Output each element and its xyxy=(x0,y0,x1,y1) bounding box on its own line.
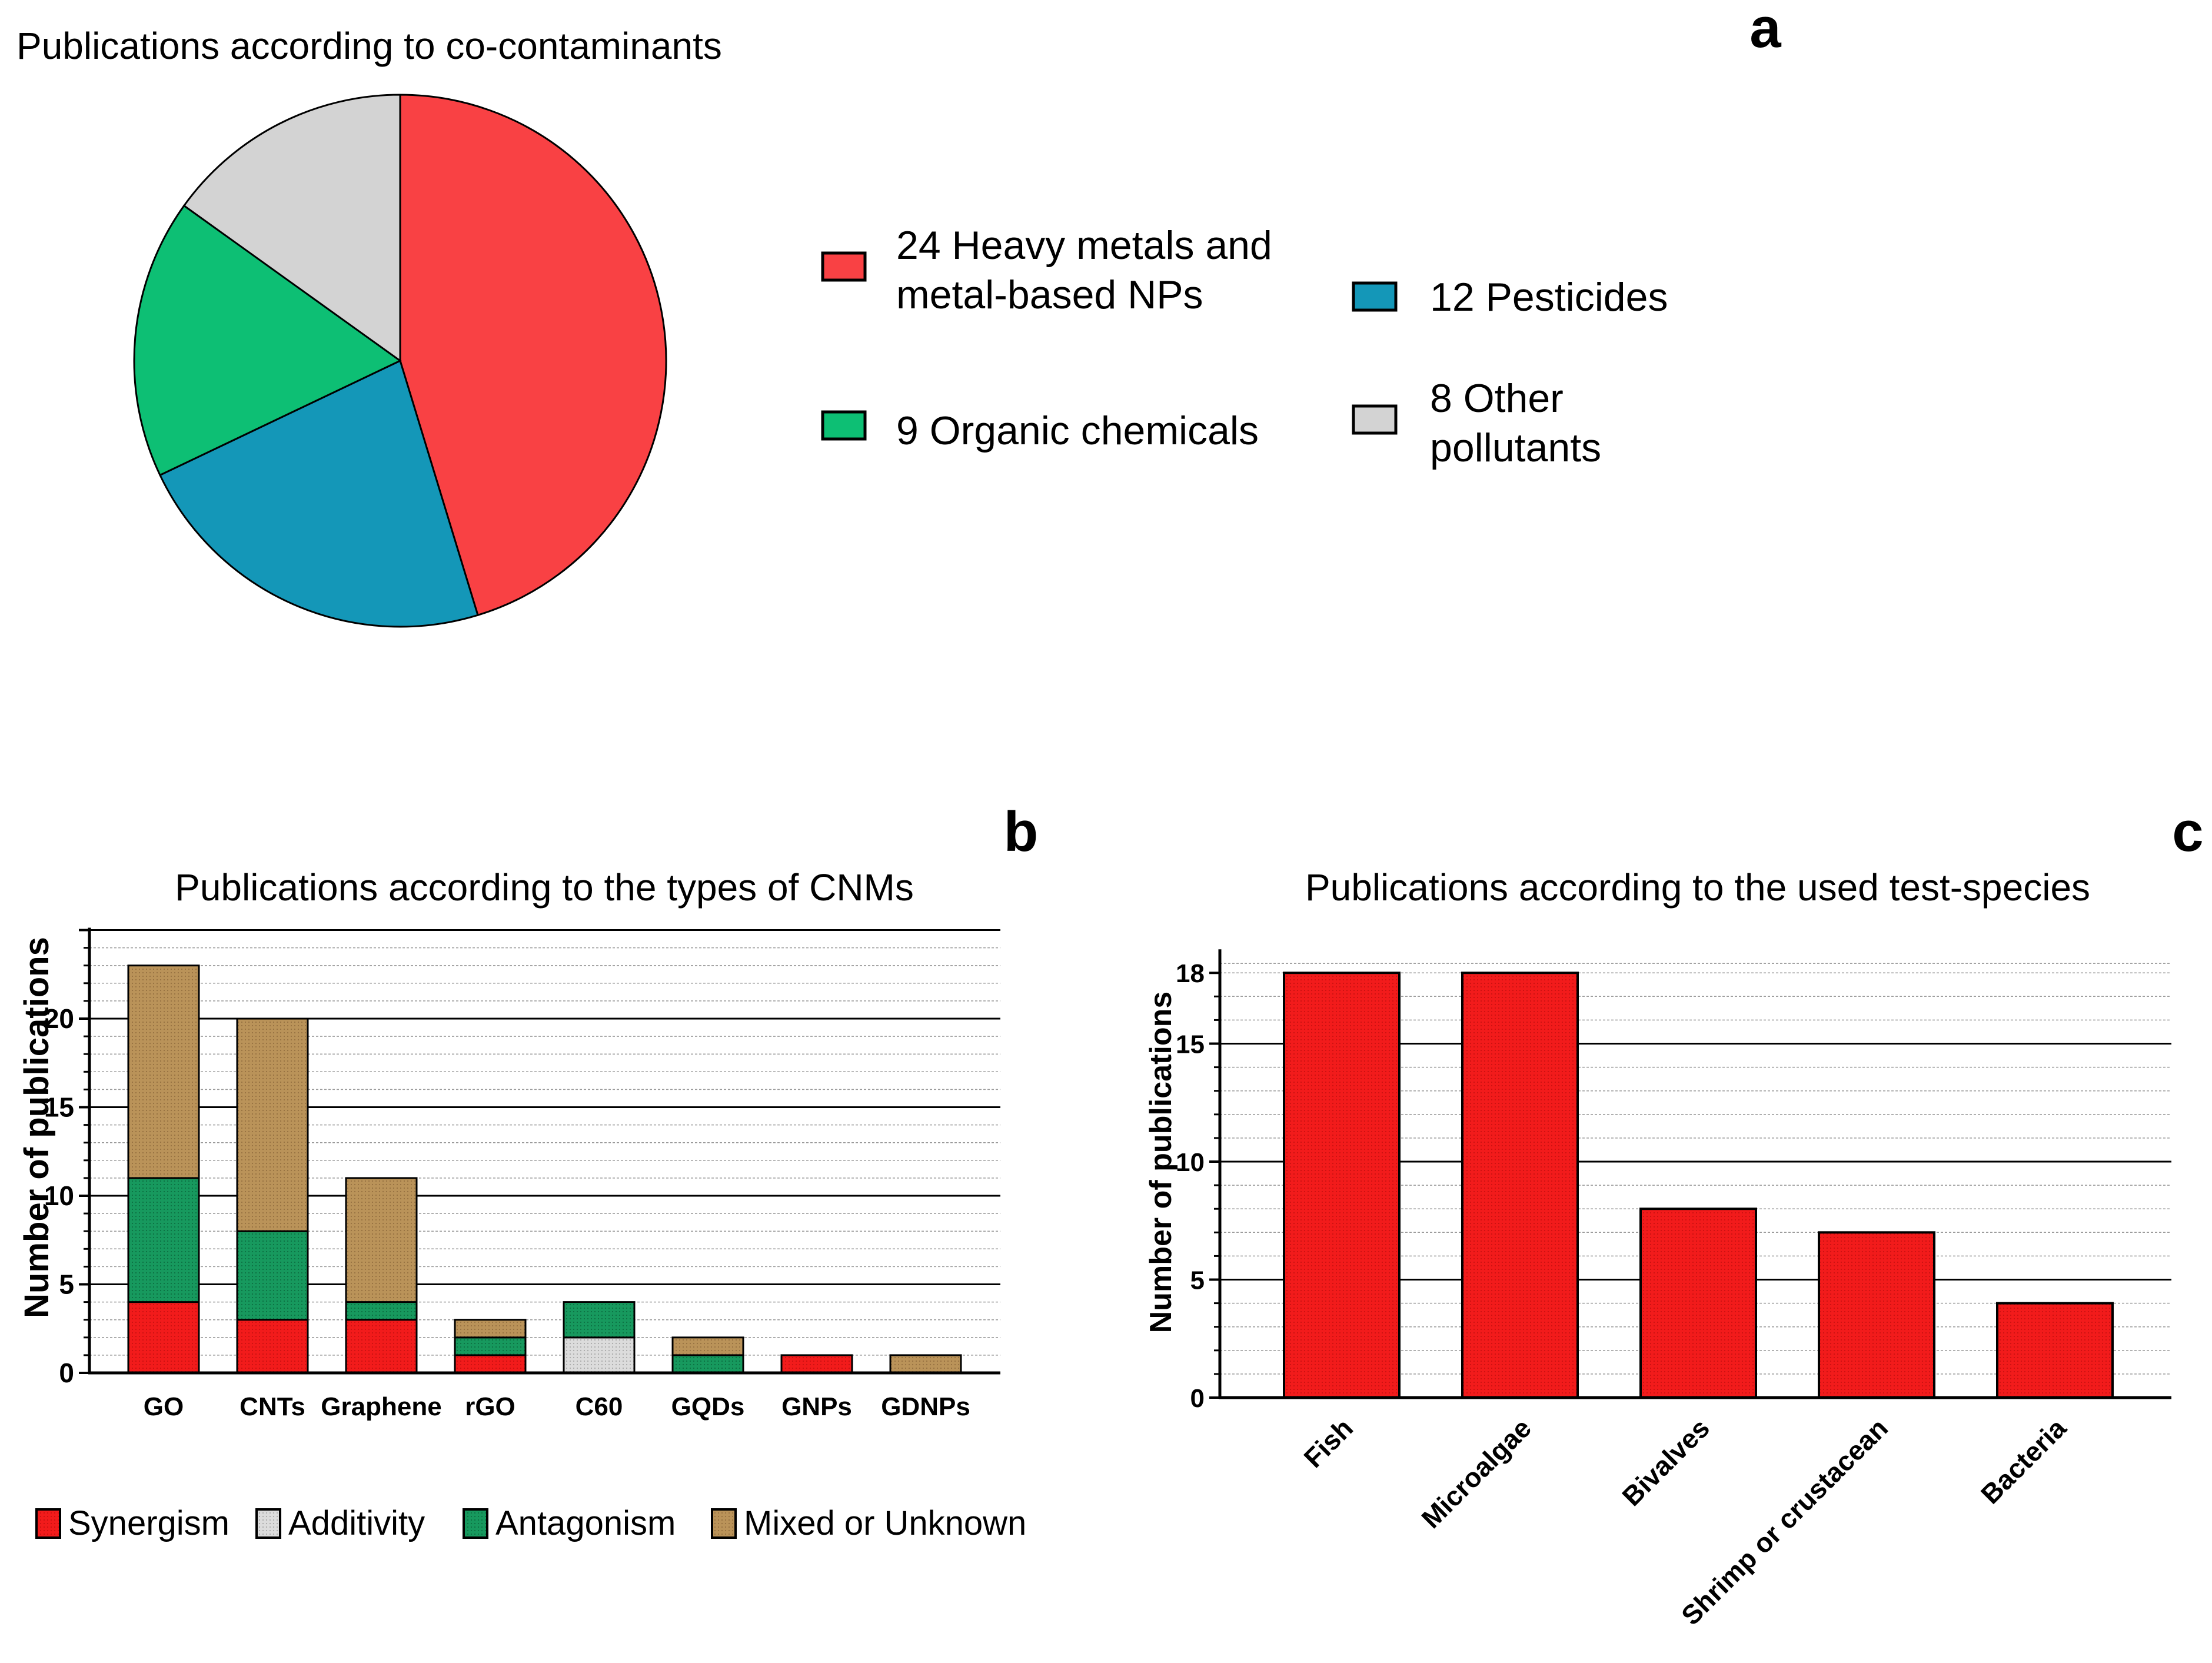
c-ytick-label: 5 xyxy=(1190,1266,1205,1295)
b-legend-swatch-mixed-or-unknown xyxy=(711,1508,737,1539)
b-ytick-label: 10 xyxy=(44,1180,74,1211)
legend-label-line: pollutants xyxy=(1430,425,1601,470)
b-xtick-label: GDNPs xyxy=(881,1392,970,1421)
b-ytick-label: 5 xyxy=(59,1269,74,1300)
b-bar-graphene-mixed-or-unknown xyxy=(345,1177,418,1303)
panel-a: Publications according to co-contaminant… xyxy=(16,0,1781,628)
c-bar-bacteria xyxy=(1996,1302,2114,1399)
b-legend-label-antagonism: Antagonism xyxy=(495,1504,676,1542)
panel-c-ylabel: Number of publications xyxy=(1144,992,1178,1333)
b-bar-go-antagonism xyxy=(127,1177,200,1303)
b-bar-rgo-synergism xyxy=(454,1354,527,1374)
b-legend-swatch-antagonism xyxy=(463,1508,488,1539)
legend-swatch-9-organic-chemicals xyxy=(821,410,867,441)
panel-b: b Publications according to the types of… xyxy=(18,800,1038,1542)
panel-b-ylabel: Number of publications xyxy=(18,937,56,1318)
legend-swatch-8-other-pollutants xyxy=(1352,404,1398,435)
panel-b-letter: b xyxy=(1004,800,1039,863)
c-xtick-label: Shrimp or crustacean xyxy=(1675,1412,1894,1631)
b-bars xyxy=(127,964,962,1374)
b-legend-label-synergism: Synergism xyxy=(68,1504,229,1542)
b-xtick-label: GO xyxy=(144,1392,184,1421)
b-xtick-label: Graphene xyxy=(321,1392,441,1421)
b-xtick-label: GQDs xyxy=(671,1392,745,1421)
b-bar-cnts-antagonism xyxy=(236,1230,309,1321)
b-bar-cnts-mixed-or-unknown xyxy=(236,1017,309,1232)
c-ytick-label: 15 xyxy=(1176,1030,1205,1059)
c-bar-fish xyxy=(1283,972,1401,1399)
b-bar-gdnps-mixed-or-unknown xyxy=(889,1354,962,1374)
b-axes: GO CNTs Graphene rGO C60 GQDs GNPs GDNPs 0 5 10 15 2… xyxy=(44,927,1000,1421)
legend-label-9-organic-chemicals: 9 Organic chemicals xyxy=(896,408,1259,453)
b-ytick-label: 15 xyxy=(44,1092,74,1123)
b-xtick-label: CNTs xyxy=(240,1392,305,1421)
panel-a-letter: a xyxy=(1749,0,1781,59)
c-bar-bivalves xyxy=(1639,1208,1757,1399)
pie-slices xyxy=(133,94,667,628)
c-xtick-label: Microalgae xyxy=(1415,1412,1537,1534)
c-xtick-label: Bivalves xyxy=(1616,1412,1715,1512)
b-bar-gqds-mixed-or-unknown xyxy=(671,1336,744,1356)
pie-slice-24-heavy-metals-and-metal-based-nps xyxy=(399,94,667,617)
legend-label-12-pesticides: 12 Pesticides xyxy=(1430,275,1668,320)
pie-slice-12-pesticides xyxy=(158,359,479,628)
b-legend-label-mixed-or-unknown: Mixed or Unknown xyxy=(744,1504,1026,1542)
b-xtick-label: rGO xyxy=(465,1392,515,1421)
c-xtick-label: Bacteria xyxy=(1975,1412,2072,1509)
panel-a-title: Publications according to co-contaminant… xyxy=(16,25,722,67)
c-ytick-label: 0 xyxy=(1190,1384,1205,1413)
b-bar-gnps-synergism xyxy=(780,1354,853,1374)
panel-c-title: Publications according to the used test-… xyxy=(1305,866,2090,909)
pie-slice-8-other-pollutants xyxy=(182,94,401,362)
b-bar-c60-antagonism xyxy=(563,1301,636,1339)
pie-slice-9-organic-chemicals xyxy=(133,204,402,477)
b-xtick-label: GNPs xyxy=(781,1392,852,1421)
b-bar-rgo-antagonism xyxy=(454,1336,527,1356)
legend-label-line: 24 Heavy metals and xyxy=(896,223,1272,268)
c-bars xyxy=(1283,972,2114,1399)
b-bar-rgo-mixed-or-unknown xyxy=(454,1319,527,1339)
legend-label-line: 9 Organic chemicals xyxy=(896,408,1259,453)
panel-c-letter: c xyxy=(2172,800,2203,863)
b-ytick-label: 0 xyxy=(59,1358,74,1388)
b-ytick-label: 20 xyxy=(44,1003,74,1034)
b-bar-gqds-antagonism xyxy=(671,1354,744,1374)
b-legend-label-additivity: Additivity xyxy=(288,1504,425,1542)
legend-swatch-24-heavy-metals-and-metal-based-nps xyxy=(821,251,867,282)
c-ytick-label: 18 xyxy=(1176,959,1205,988)
b-bar-go-mixed-or-unknown xyxy=(127,964,200,1179)
panel-c: c Publications according to the used tes… xyxy=(1144,800,2204,1631)
pie-legend: 24 Heavy metals and metal-based NPs 12 Pes… xyxy=(821,223,1668,470)
c-xtick-label: Fish xyxy=(1298,1412,1359,1474)
legend-label-24-heavy-metals-and-metal-based-nps: 24 Heavy metals and metal-based NPs xyxy=(896,223,1272,317)
b-xtick-label: C60 xyxy=(576,1392,623,1421)
c-bar-microalgae xyxy=(1461,972,1579,1399)
b-grid xyxy=(89,929,1000,1356)
b-legend-swatch-synergism xyxy=(35,1508,61,1539)
legend-label-line: 12 Pesticides xyxy=(1430,275,1668,320)
legend-label-line: 8 Other xyxy=(1430,376,1564,421)
legend-swatch-12-pesticides xyxy=(1352,281,1398,312)
b-bar-graphene-synergism xyxy=(345,1319,418,1374)
b-bar-graphene-antagonism xyxy=(345,1301,418,1321)
b-legend-swatch-additivity xyxy=(255,1508,281,1539)
b-bar-cnts-synergism xyxy=(236,1319,309,1374)
b-bar-c60-additivity xyxy=(563,1336,636,1374)
b-bar-go-synergism xyxy=(127,1301,200,1374)
b-legend: Synergism Additivity Antagonism Mixed or Un… xyxy=(35,1504,1026,1542)
legend-label-8-other-pollutants: 8 Other pollutants xyxy=(1430,376,1601,470)
c-bar-shrimp-or-crustacean xyxy=(1818,1231,1935,1399)
panel-b-title: Publications according to the types of C… xyxy=(175,866,914,909)
c-ytick-label: 10 xyxy=(1176,1148,1205,1177)
legend-label-line: metal-based NPs xyxy=(896,272,1203,317)
